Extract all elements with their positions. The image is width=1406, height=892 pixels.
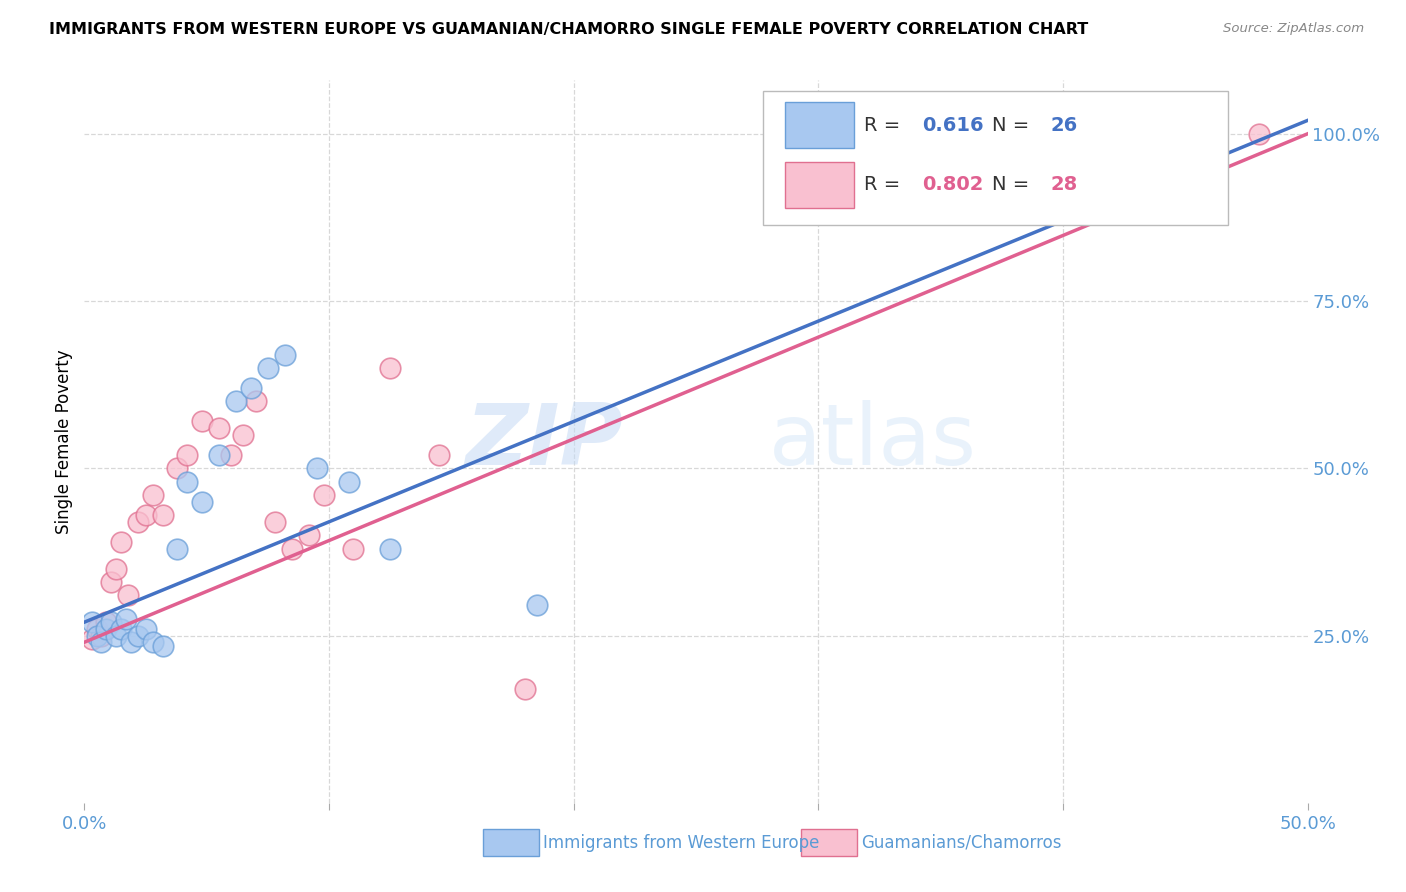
Point — [86, 622, 108, 636]
Point — [245, 394, 267, 409]
Text: ZIP: ZIP — [465, 400, 623, 483]
Point — [100, 615, 122, 630]
Point — [1247, 127, 1270, 141]
Point — [208, 448, 231, 462]
Text: N =: N = — [993, 175, 1035, 194]
Point — [110, 622, 132, 636]
Point — [1150, 140, 1173, 154]
Point — [117, 589, 139, 603]
Point — [380, 541, 402, 556]
Text: Source: ZipAtlas.com: Source: ZipAtlas.com — [1223, 22, 1364, 36]
Point — [90, 635, 112, 649]
Point — [274, 348, 297, 362]
Point — [337, 475, 360, 489]
Point — [191, 414, 214, 429]
Point — [232, 427, 254, 442]
Text: Guamanians/Chamorros: Guamanians/Chamorros — [860, 833, 1062, 852]
Point — [127, 628, 149, 642]
Text: 26: 26 — [1050, 116, 1078, 135]
Point — [208, 421, 231, 435]
FancyBboxPatch shape — [484, 829, 540, 856]
Point — [90, 628, 112, 642]
Point — [298, 528, 321, 542]
Point — [264, 515, 287, 529]
Point — [166, 541, 188, 556]
Point — [225, 394, 247, 409]
Point — [96, 615, 118, 630]
Text: 0.616: 0.616 — [922, 116, 984, 135]
Text: 28: 28 — [1050, 175, 1078, 194]
Text: 0.802: 0.802 — [922, 175, 984, 194]
Point — [191, 494, 214, 508]
Point — [380, 361, 402, 376]
Point — [80, 615, 103, 630]
Point — [135, 508, 157, 523]
Text: N =: N = — [993, 116, 1035, 135]
Point — [86, 628, 108, 642]
Point — [166, 461, 188, 475]
Point — [526, 599, 548, 613]
Point — [105, 628, 128, 642]
Text: Immigrants from Western Europe: Immigrants from Western Europe — [543, 833, 820, 852]
Point — [257, 361, 280, 376]
Point — [105, 562, 128, 576]
Point — [239, 381, 262, 395]
Point — [96, 622, 118, 636]
Text: R =: R = — [863, 175, 905, 194]
Point — [120, 635, 142, 649]
Point — [152, 639, 174, 653]
FancyBboxPatch shape — [801, 829, 858, 856]
Point — [127, 515, 149, 529]
Point — [427, 448, 450, 462]
Point — [142, 488, 165, 502]
Point — [176, 475, 198, 489]
Point — [281, 541, 304, 556]
Text: R =: R = — [863, 116, 905, 135]
Point — [342, 541, 364, 556]
Point — [305, 461, 328, 475]
Point — [100, 575, 122, 590]
Point — [219, 448, 242, 462]
Text: IMMIGRANTS FROM WESTERN EUROPE VS GUAMANIAN/CHAMORRO SINGLE FEMALE POVERTY CORRE: IMMIGRANTS FROM WESTERN EUROPE VS GUAMAN… — [49, 22, 1088, 37]
Point — [110, 534, 132, 549]
Point — [115, 612, 138, 626]
Y-axis label: Single Female Poverty: Single Female Poverty — [55, 350, 73, 533]
FancyBboxPatch shape — [786, 162, 853, 208]
Point — [176, 448, 198, 462]
Point — [513, 681, 536, 696]
FancyBboxPatch shape — [786, 103, 853, 148]
Point — [152, 508, 174, 523]
Point — [314, 488, 336, 502]
Point — [142, 635, 165, 649]
Point — [80, 632, 103, 646]
Point — [135, 622, 157, 636]
FancyBboxPatch shape — [763, 91, 1227, 225]
Text: atlas: atlas — [769, 400, 977, 483]
